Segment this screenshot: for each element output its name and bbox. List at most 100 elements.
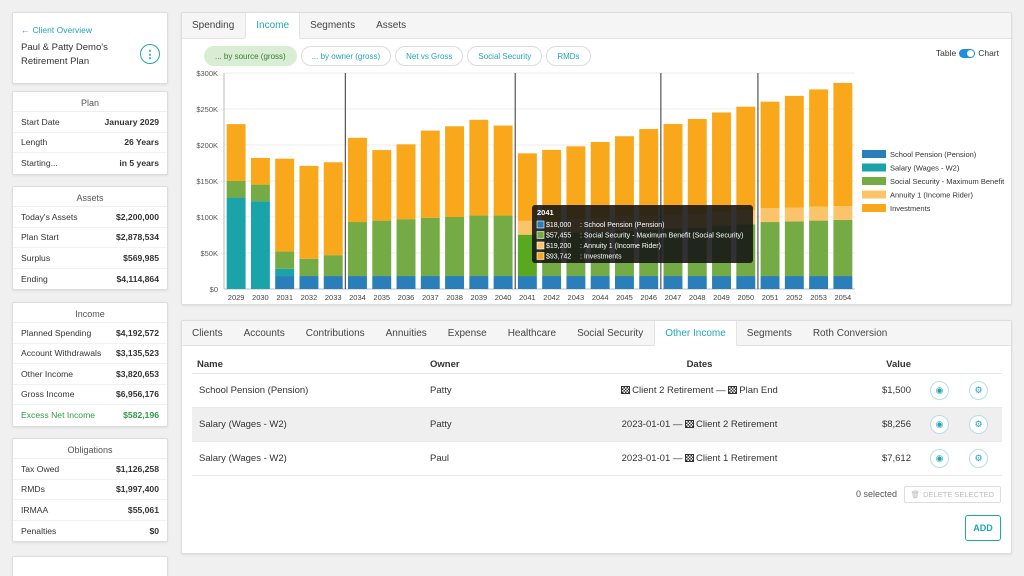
- bar-segment: [275, 251, 295, 269]
- tab-annuities[interactable]: Annuities: [385, 327, 427, 339]
- summary-value: $569,985: [123, 252, 159, 263]
- y-tick-label: $50K: [200, 249, 218, 258]
- table-row[interactable]: School Pension (Pension) Patty Client 2 Re…: [192, 374, 1002, 408]
- row-value: $7,612: [881, 453, 911, 464]
- bar-segment: [517, 276, 537, 289]
- pill-by-owner-gross[interactable]: ... by owner (gross): [300, 46, 392, 66]
- toggle-switch[interactable]: [959, 48, 976, 58]
- gear-icon[interactable]: ⚙: [969, 415, 988, 434]
- tab-healthcare[interactable]: Healthcare: [507, 327, 557, 339]
- details-panel: Clients Accounts Contributions Annuities Exp…: [181, 320, 1012, 554]
- bar-segment: [736, 106, 756, 211]
- x-tick-label: 2052: [786, 293, 803, 302]
- y-tick-label: $100K: [196, 213, 218, 222]
- tab-social-security[interactable]: Social Security: [577, 327, 644, 339]
- row-owner: Paul: [430, 453, 450, 464]
- chart-panel: Spending Income Segments Assets ... by sour…: [181, 12, 1012, 305]
- income-chart[interactable]: $0 $50K $100K $150K $200K $250K $300K 2029 2030 2…: [182, 13, 1013, 306]
- bar-segment: [590, 276, 610, 289]
- tab-contributions[interactable]: Contributions: [305, 327, 365, 339]
- bar-segment: [760, 101, 780, 209]
- eye-icon[interactable]: ◉: [930, 449, 949, 468]
- summary-label: Start Date: [21, 116, 60, 127]
- row-value: $8,256: [881, 419, 911, 430]
- summary-row: Start Date January 2029: [13, 112, 167, 133]
- bar-segment: [420, 130, 440, 218]
- bar-segment: [226, 181, 246, 198]
- table-row[interactable]: Salary (Wages - W2) Paul 2023-01-01 — Clie…: [192, 442, 1002, 476]
- tab-income[interactable]: Income: [245, 13, 301, 39]
- table-row[interactable]: Salary (Wages - W2) Patty 2023-01-01 — Cli…: [192, 408, 1002, 442]
- summary-label: IRMAA: [21, 504, 49, 515]
- add-button[interactable]: ADD: [965, 515, 1001, 541]
- gear-icon[interactable]: ⚙: [969, 381, 988, 400]
- delete-selected-button[interactable]: 🗑 DELETE SELECTED: [903, 486, 1001, 503]
- tab-spending[interactable]: Spending: [192, 20, 235, 31]
- bar-segment: [420, 217, 440, 277]
- bar-segment: [372, 220, 392, 277]
- obligations-card: Obligations Tax Owed $1,126,258 RMDs $1,997…: [12, 438, 168, 542]
- tab-other-income[interactable]: Other Income: [654, 321, 737, 346]
- bar-segment: [712, 112, 731, 212]
- table-chart-toggle[interactable]: Table Chart: [936, 48, 999, 58]
- x-tick-label: 2049: [713, 293, 730, 302]
- summary-label: Penalties: [21, 525, 57, 536]
- tooltip-swatch: [536, 252, 545, 260]
- bar-segment: [784, 207, 804, 222]
- bar-segment: [590, 141, 610, 219]
- bar-segment: [469, 119, 489, 216]
- y-tick-label: $300K: [196, 69, 218, 78]
- x-tick-label: 2054: [835, 293, 852, 302]
- bar-segment: [833, 276, 853, 289]
- legend-swatch: [862, 150, 886, 158]
- plan-card: Plan Start Date January 2029 Length 26 Year…: [12, 91, 168, 175]
- tooltip-box: [532, 205, 753, 263]
- summary-label: Other Income: [21, 368, 74, 379]
- tab-roth-conversion[interactable]: Roth Conversion: [812, 327, 888, 339]
- row-dates: Client 2 Retirement — Plan End: [562, 385, 837, 396]
- bar-segment: [299, 165, 319, 259]
- summary-value: 26 Years: [124, 137, 159, 148]
- pill-by-source-gross[interactable]: ... by source (gross): [204, 46, 297, 66]
- x-tick-label: 2030: [252, 293, 269, 302]
- summary-row: Gross Income $6,956,176: [13, 385, 167, 405]
- bar-segment: [469, 276, 489, 289]
- summary-value: $55,061: [127, 504, 159, 515]
- x-tick-label: 2035: [373, 293, 390, 302]
- tooltip-label: : School Pension (Pension): [580, 222, 664, 229]
- tab-segments[interactable]: Segments: [310, 20, 356, 31]
- summary-value: $1,997,400: [115, 484, 159, 495]
- tooltip-swatch: [536, 241, 545, 250]
- tooltip-value: $19,200: [546, 243, 571, 250]
- summary-label: Ending: [21, 273, 48, 284]
- pill-social-security[interactable]: Social Security: [467, 46, 543, 66]
- bar-segment: [348, 276, 367, 289]
- eye-icon[interactable]: ◉: [930, 381, 949, 400]
- bar-segment: [687, 276, 707, 289]
- kebab-icon[interactable]: ⋮: [140, 44, 160, 64]
- tooltip-label: : Annuity 1 (Income Rider): [580, 243, 661, 250]
- pill-rmds[interactable]: RMDs: [546, 46, 591, 66]
- legend-label: Investments: [890, 204, 931, 213]
- gear-icon[interactable]: ⚙: [969, 449, 988, 468]
- tab-accounts[interactable]: Accounts: [243, 327, 285, 339]
- plan-name: Paul & Patty Demo's Retirement Plan: [21, 42, 108, 67]
- y-tick-label: $0: [210, 285, 218, 294]
- selected-count: 0 selected: [855, 489, 897, 499]
- bar-segment: [542, 276, 562, 289]
- bar-segment: [517, 153, 537, 221]
- tab-clients[interactable]: Clients: [192, 327, 223, 339]
- summary-row: Penalties $0: [13, 521, 167, 542]
- plan-card-title: Plan: [13, 92, 167, 112]
- x-tick-label: 2029: [228, 293, 245, 302]
- summary-label: Starting...: [21, 158, 58, 169]
- client-overview-link[interactable]: ← Client Overview: [21, 25, 93, 35]
- tab-assets[interactable]: Assets: [376, 20, 407, 31]
- tab-expense[interactable]: Expense: [447, 327, 487, 339]
- summary-label: Excess Net Income: [21, 410, 96, 421]
- pill-net-vs-gross[interactable]: Net vs Gross: [395, 46, 464, 66]
- tab-segments[interactable]: Segments: [746, 327, 792, 339]
- eye-icon[interactable]: ◉: [930, 415, 949, 434]
- x-tick-label: 2039: [470, 293, 487, 302]
- bar-segment: [348, 222, 367, 277]
